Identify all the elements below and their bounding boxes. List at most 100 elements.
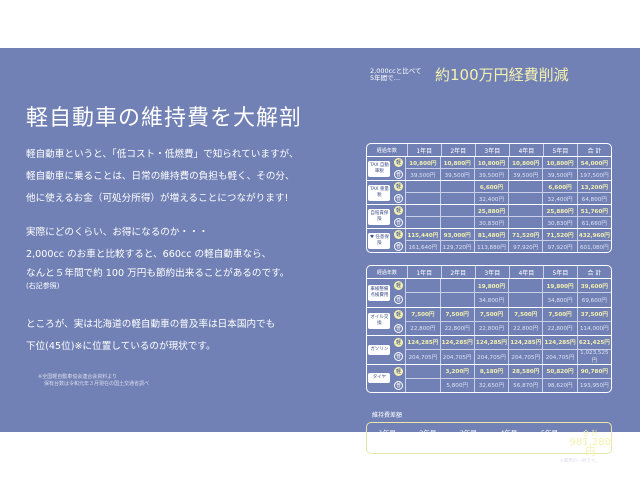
futsu-badge: 普 [392,321,405,335]
value-cell [405,378,439,392]
value-cell: 8,180円 [473,364,508,378]
value-cell: 10,800円 [542,157,576,168]
kei-badge-icon: 軽 [394,366,404,376]
value-cell [405,364,439,378]
item-label: ガソリン [368,344,391,355]
value-cell: 1,023,525円 [576,349,611,364]
futsu-badge-icon: 普 [394,352,404,362]
value-cell: 19,800円 [542,279,576,293]
value-cell: 81,480円 [473,229,508,240]
value-cell: 32,650円 [473,378,508,392]
value-cell [508,181,542,192]
summary-year: 5年目 [540,429,558,437]
values: 19,800円 19,800円 39,600円 34,800円 34,800円 69,60… [405,279,611,307]
value-cell [405,293,439,307]
hokkaido-text: ところが、実は北海道の軽自動車の普及率は日本国内でも 下位(45位)※に位置して… [26,314,275,358]
futsu-row: 39,500円 39,500円 39,500円 39,500円 39,500円 197,5… [405,168,611,180]
cost-group: 自賠責保険軽普 25,880円 25,880円 51,760円 30,830円 30,83… [367,204,611,228]
summary-value: 521,650円 [451,439,486,447]
cost-group: 車検整備点検費用軽普 19,800円 19,800円 39,600円 34,800円 34… [367,278,611,307]
kei-badge: 軽 [392,279,405,293]
column-header: 1年目 [406,266,441,278]
value-cell: 39,500円 [473,169,508,180]
badges: 軽普 [392,229,405,252]
cost-table-1: 経過年数 1年目 2年目 3年目 4年目 5年目合 計 TAX 自動車税軽普 10,800円 1… [366,143,612,253]
intro-line: 軽自動車というと、「低コスト・低燃費」で知られていますが、 [26,149,299,160]
value-cell [439,205,474,216]
value-cell: 56,870円 [508,378,542,392]
value-cell: 124,285円 [439,336,474,349]
kei-row: 7,500円 7,500円 7,500円 7,500円 7,500円 37,500円 [405,307,611,321]
value-cell: 124,285円 [508,336,542,349]
value-cell: 22,800円 [508,321,542,335]
headline-sub-line: 5年間で… [370,74,401,82]
value-cell: 197,500円 [576,169,611,180]
value-cell: 50,820円 [542,364,576,378]
summary-value: 981,280円 [569,437,612,458]
note-line: 保有台数は令和元年３月現在の国土交通省調べ [44,381,150,387]
value-cell: 30,830円 [542,217,576,228]
futsu-badge-icon: 普 [394,241,404,251]
futsu-badge-icon: 普 [394,217,404,227]
cost-group: TAX 自動車税軽普 10,800円 10,800円 10,800円 10,800円 10… [367,156,611,180]
kei-badge: 軽 [392,157,405,169]
values: 115,440円 93,000円 81,480円 71,520円 71,520円 432,… [405,229,611,252]
futsu-badge: 普 [392,378,405,392]
column-header: 2年目 [440,266,475,278]
value-cell: 204,705円 [439,349,474,364]
kei-row: 25,880円 25,880円 51,760円 [405,205,611,216]
item-label: TAX 重量税 [368,184,391,201]
value-cell: 6,600円 [473,181,508,192]
column-header: 3年目 [474,266,509,278]
value-cell: 39,600円 [576,279,611,293]
summary-cell: 合 計 981,280円 [570,423,611,458]
summary-year: 3年目 [459,429,477,437]
value-cell: 204,705円 [542,349,576,364]
cost-group: ♥ 任意保険軽普 115,440円 93,000円 81,480円 71,520円 71,… [367,228,611,252]
value-cell [405,181,439,192]
value-cell [405,193,439,204]
value-cell [439,279,474,293]
value-cell: 114,000円 [576,321,611,335]
value-cell: 10,800円 [473,157,508,168]
detail-text: 実際にどのくらい、お得になるのか・・・ 2,000cc のお車と比較すると、66… [26,222,289,291]
value-cell: 34,800円 [473,293,508,307]
summary-value: 788,430円 [492,439,526,447]
kei-badge-icon: 軽 [394,158,404,168]
kei-row: 115,440円 93,000円 81,480円 71,520円 71,520円 432,… [405,229,611,240]
summary-cell: 2年目 334,360円 [408,423,449,453]
kei-badge-icon: 軽 [394,230,404,240]
badges: 軽普 [392,365,405,393]
detail-ref: (右記参照) [26,282,60,290]
value-cell: 7,500円 [439,307,474,321]
detail-line: 実際にどのくらい、お得になるのか・・・ [26,227,209,238]
value-cell: 129,720円 [439,241,474,252]
value-cell: 28,580円 [508,364,542,378]
futsu-row: 34,800円 34,800円 69,600円 [405,292,611,307]
futsu-badge-icon: 普 [394,169,404,179]
badges: 軽普 [392,157,405,180]
kei-row: 10,800円 10,800円 10,800円 10,800円 10,800円 54,00… [405,157,611,168]
item-label: TAX 自動車税 [368,160,391,177]
column-header: 5年目 [542,266,577,278]
value-cell [439,217,474,228]
value-cell: 39,500円 [405,169,439,180]
insurance-icon: 自賠責保険 [367,205,392,228]
kei-badge: 軽 [392,336,405,350]
kei-badge-icon: 軽 [394,281,404,291]
value-cell: 432,960円 [576,229,611,240]
futsu-badge-icon: 普 [394,323,404,333]
value-cell: 97,920円 [542,241,576,252]
futsu-badge-icon: 普 [394,380,404,390]
table-header: 経過年数 1年目 2年目 3年目 4年目 5年目合 計 [367,266,611,278]
value-cell: 32,400円 [542,193,576,204]
value-cell: 5,800円 [439,378,474,392]
value-cell: 10,800円 [508,157,542,168]
value-cell: 39,500円 [439,169,474,180]
summary-box: 1年目 170,620円 2年目 334,360円 3年目 521,650円 4年目 788,… [366,422,612,458]
value-cell: 193,950円 [576,378,611,392]
summary-value: 334,360円 [411,439,445,447]
value-cell: 93,000円 [439,229,474,240]
oil-icon: オイル交換 [367,308,392,336]
summary-cell: 4年目 788,430円 [489,423,530,453]
